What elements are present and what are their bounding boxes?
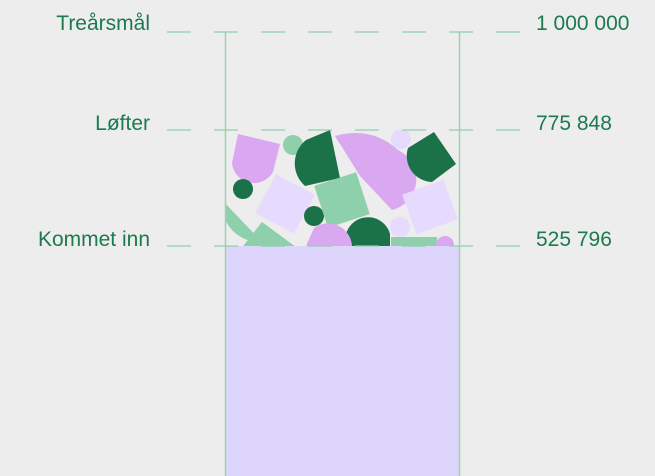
dark-dot-shape-2 [304,206,324,226]
dark-green-quarter-shape [406,132,456,182]
green-half-circle-shape [226,204,262,243]
collected-value: 525 796 [536,228,612,251]
pledged-label: Løfter [95,112,150,135]
lavender-square-shape-2 [402,179,458,235]
pink-quarter-shape-2 [306,223,352,246]
green-triangle-shape [243,222,295,246]
pledged-value: 775 848 [536,112,612,135]
dark-green-wedge-shape [294,130,340,186]
goal-label: Treårsmål [56,12,150,35]
green-bar-shape [391,237,437,246]
dark-dot-shape [233,179,253,199]
lavender-dot-shape-2 [390,217,410,237]
green-square-shape [314,172,370,228]
dark-green-arch-shape [345,217,390,246]
pink-quarter-shape [335,133,398,176]
collected-label: Kommet inn [37,228,150,251]
lavender-square-shape [255,174,315,234]
pink-dot-shape [436,236,454,246]
goal-value: 1 000 000 [536,12,630,35]
collected-fill [225,246,459,476]
pledged-shapes [226,130,458,246]
pink-half-circle-shape [232,134,280,184]
lavender-dot-shape [391,130,411,149]
